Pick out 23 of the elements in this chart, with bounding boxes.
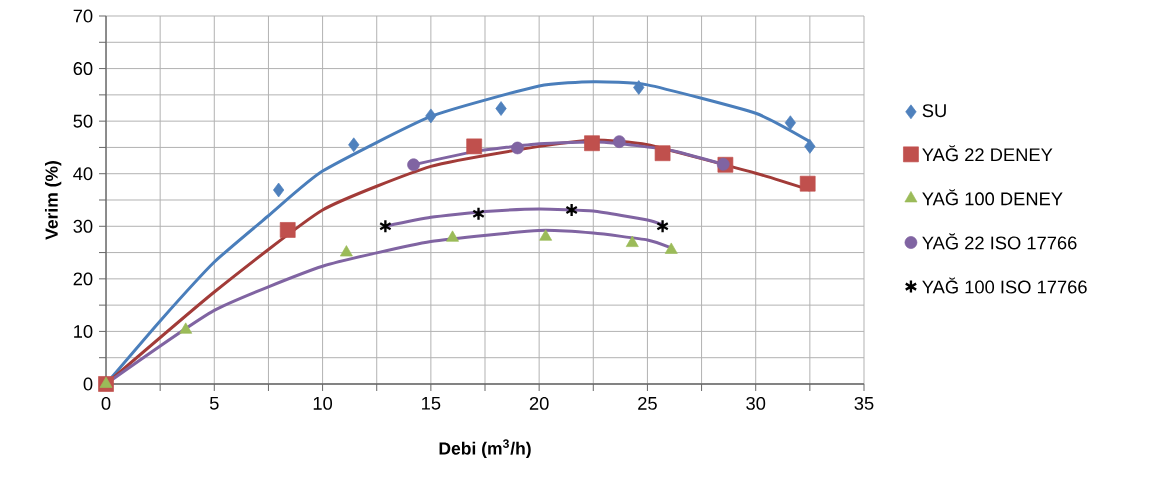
x-tick-label: 0 <box>101 396 111 410</box>
y-tick-label: 60 <box>73 62 93 76</box>
y-tick-label: 20 <box>73 272 93 286</box>
legend-label: SU <box>922 104 946 118</box>
y-tick-label: 40 <box>73 167 93 181</box>
x-axis-title: Debi (m$^{3}$/h) <box>439 439 531 459</box>
legend-label: YAĞ 100 ISO 17766 <box>922 277 1087 294</box>
x-tick-label: 5 <box>209 396 219 410</box>
legend-label: YAĞ 100 DENEY <box>922 189 1063 206</box>
x-tick-label: 25 <box>638 396 657 410</box>
x-tick-label: 10 <box>313 396 333 410</box>
x-tick-label: 20 <box>529 396 549 410</box>
y-tick-label: 30 <box>73 219 93 233</box>
legend-label: YAĞ 22 ISO 17766 <box>922 233 1077 250</box>
x-tick-label: 30 <box>746 396 766 410</box>
y-tick-label: 10 <box>74 324 93 338</box>
y-tick-label: 70 <box>73 9 93 23</box>
y-tick-label: 0 <box>83 377 93 391</box>
x-tick-label: 15 <box>422 396 441 410</box>
y-axis-title: Verim (%) <box>44 161 62 240</box>
y-tick-label: 50 <box>73 114 93 128</box>
legend-label: YAĞ 22 DENEY <box>922 145 1053 162</box>
x-tick-label: 35 <box>854 396 874 410</box>
